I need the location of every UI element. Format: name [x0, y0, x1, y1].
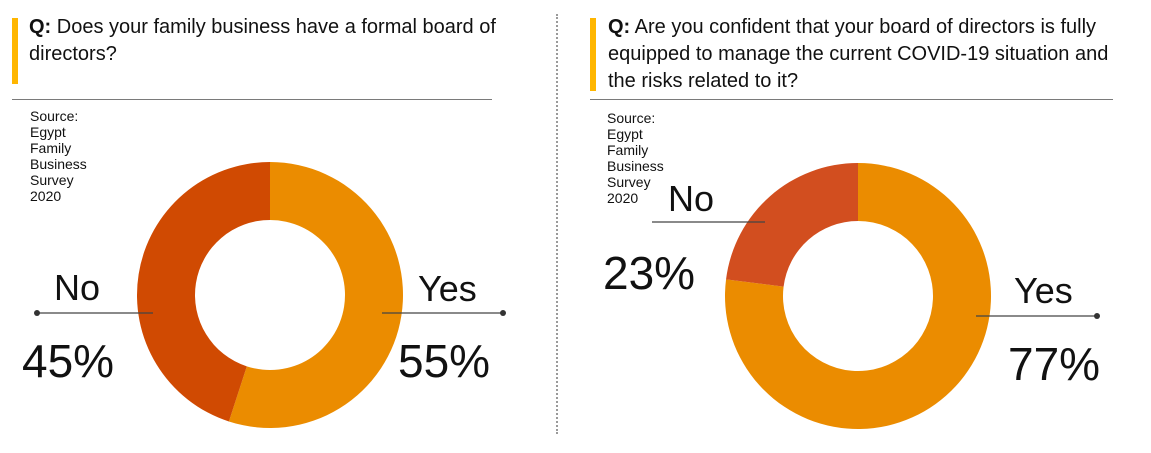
donut-slice-no — [136, 162, 270, 422]
donut-chart-2: No 23% Yes 77% — [603, 163, 1100, 429]
question-2: Q: Are you confident that your board of … — [608, 14, 1138, 95]
donut-slice-no — [726, 163, 858, 287]
question-accent-bar — [12, 18, 18, 84]
donut-chart-1: No 45% Yes 55% — [22, 162, 506, 429]
question-prefix: Q: — [608, 16, 631, 38]
source-note: Source: Egypt Family Business Survey 202… — [607, 110, 664, 206]
question-1: Q: Does your family business have a form… — [29, 14, 529, 68]
slice-label-yes: Yes — [418, 268, 477, 309]
question-text: Does your family business have a formal … — [29, 16, 496, 65]
question-accent-bar — [590, 18, 596, 91]
leader-dot-yes — [500, 310, 506, 316]
question-text: Are you confident that your board of dir… — [608, 16, 1109, 92]
donut-slice-yes — [725, 163, 992, 429]
slice-label-no: No — [54, 267, 100, 308]
slice-value-yes: 77% — [1008, 338, 1100, 390]
source-note: Source: Egypt Family Business Survey 202… — [30, 108, 87, 204]
slice-value-yes: 55% — [398, 335, 490, 387]
leader-dot-no — [34, 310, 40, 316]
header-rule — [590, 99, 1113, 100]
slice-label-no: No — [668, 178, 714, 219]
donut-slice-yes — [228, 162, 403, 429]
slice-label-yes: Yes — [1014, 270, 1073, 311]
leader-dot-yes — [1094, 313, 1100, 319]
question-prefix: Q: — [29, 16, 52, 38]
header-rule — [12, 99, 492, 100]
slice-value-no: 45% — [22, 335, 114, 387]
panel-divider — [556, 14, 558, 434]
slice-value-no: 23% — [603, 247, 695, 299]
